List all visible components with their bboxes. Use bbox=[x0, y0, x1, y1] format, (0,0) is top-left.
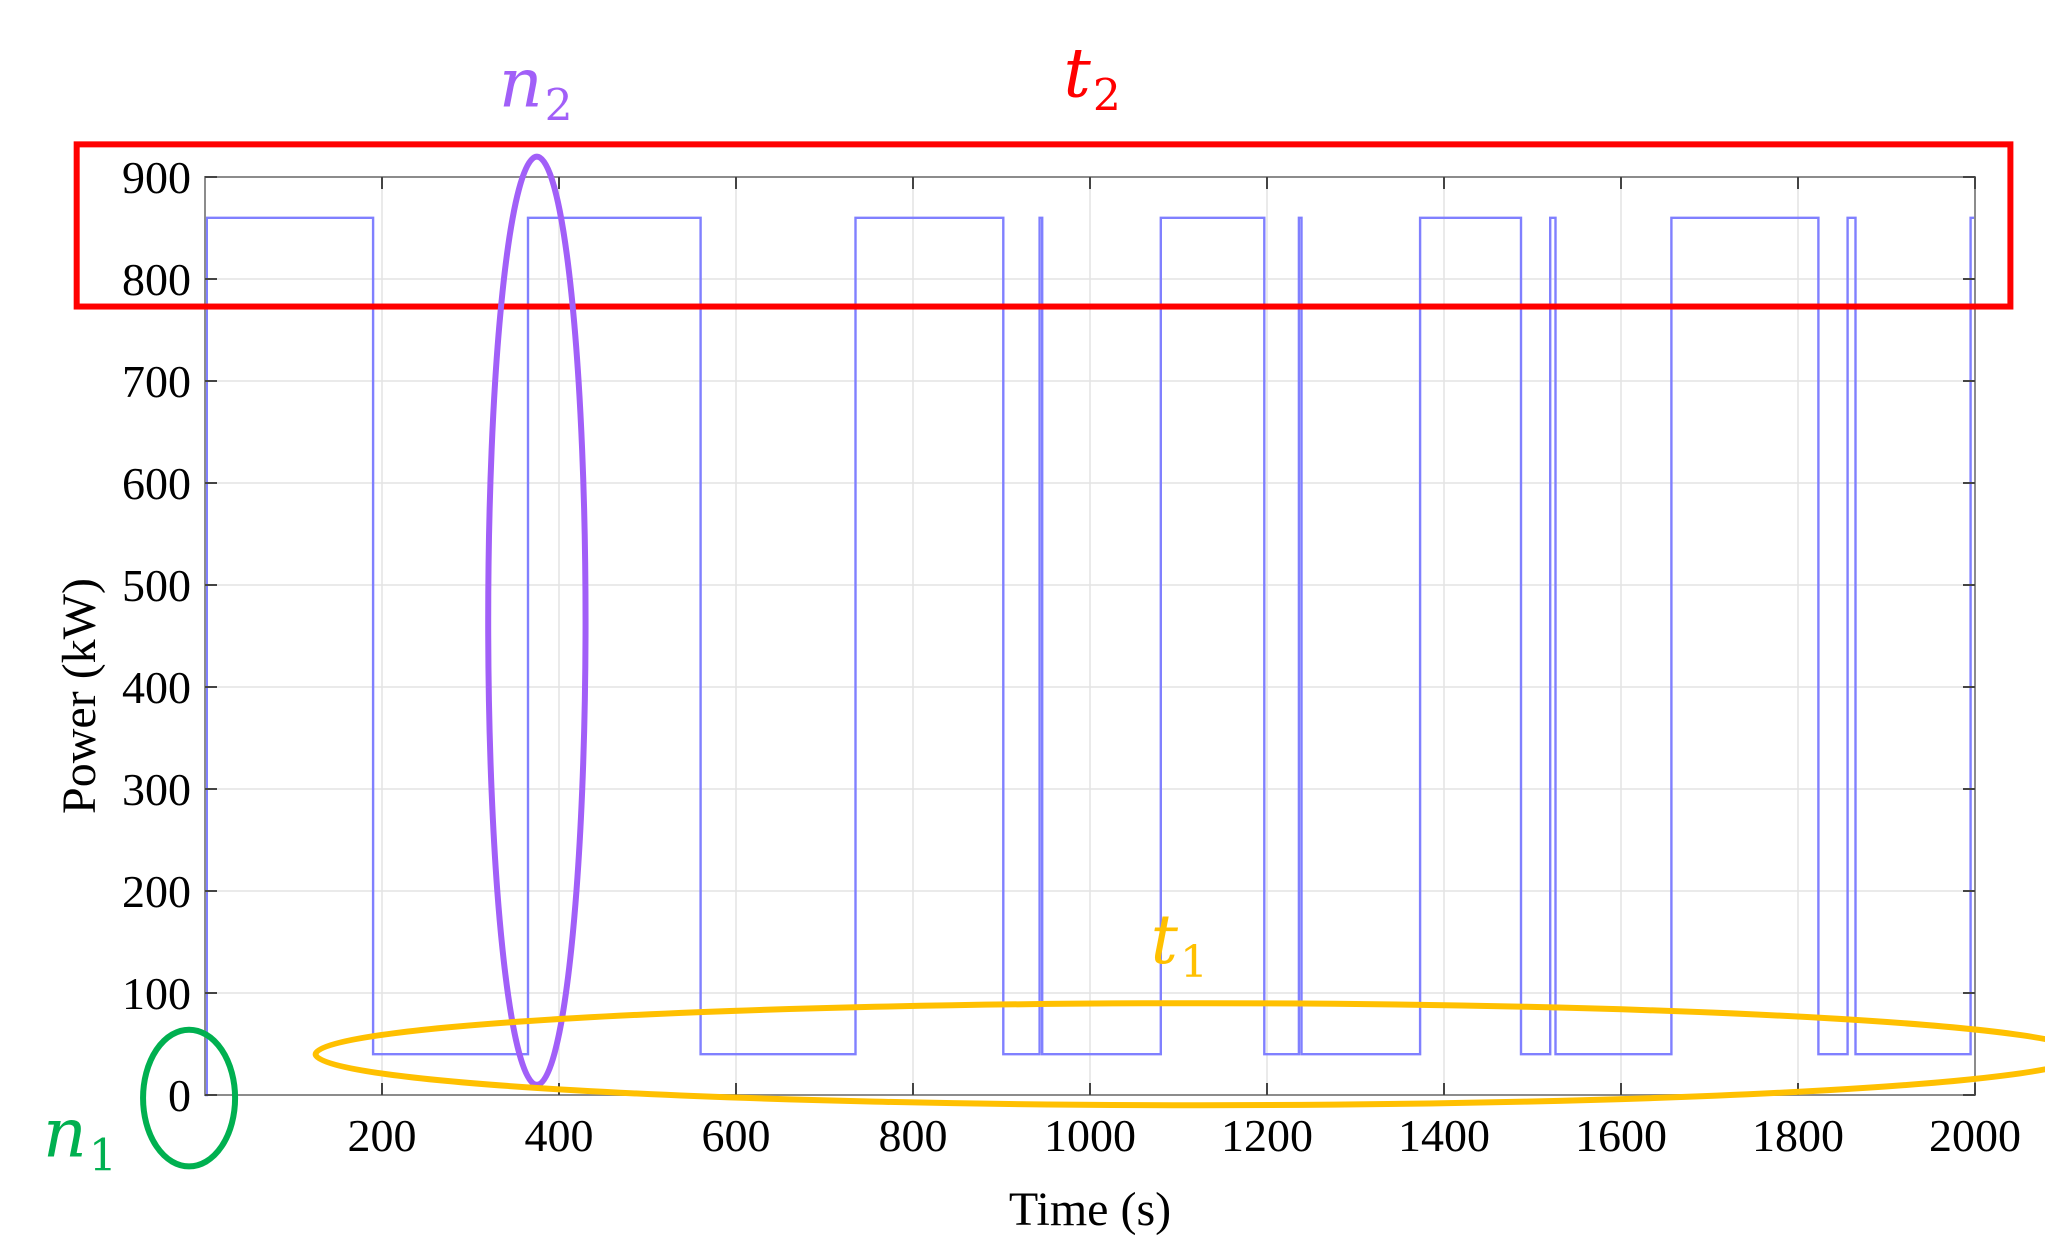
tick-labels: 200 400 600 800 1000 1200 1400 1600 1800 2000 0 100… bbox=[122, 152, 2021, 1161]
x-tick-label: 1000 bbox=[1044, 1110, 1136, 1161]
annotation-t2-label: t2 bbox=[1064, 34, 1121, 121]
x-tick-label: 200 bbox=[348, 1110, 417, 1161]
series-layer bbox=[205, 216, 1975, 1097]
y-tick-label: 800 bbox=[122, 254, 191, 305]
y-tick-label: 500 bbox=[122, 560, 191, 611]
x-tick-label: 1400 bbox=[1398, 1110, 1490, 1161]
y-axis-label: Power (kW) bbox=[53, 578, 106, 814]
x-tick-label: 1600 bbox=[1575, 1110, 1667, 1161]
y-tick-label: 700 bbox=[122, 356, 191, 407]
y-tick-label: 400 bbox=[122, 662, 191, 713]
y-tick-label: 600 bbox=[122, 458, 191, 509]
y-tick-label: 200 bbox=[122, 866, 191, 917]
annotation-t2-rectangle bbox=[73, 141, 2014, 310]
x-axis-label: Time (s) bbox=[1009, 1183, 1171, 1236]
x-tick-label: 800 bbox=[879, 1110, 948, 1161]
y-tick-label: 900 bbox=[122, 152, 191, 203]
annotation-n2-ellipse bbox=[485, 153, 589, 1088]
x-tick-label: 1200 bbox=[1221, 1110, 1313, 1161]
annotation-n1-label: n1 bbox=[43, 1094, 117, 1181]
annotation-n2-label: n2 bbox=[499, 45, 573, 132]
annotation-t1-ellipse bbox=[312, 1000, 2045, 1109]
x-tick-label: 400 bbox=[525, 1110, 594, 1161]
x-tick-label: 600 bbox=[702, 1110, 771, 1161]
y-tick-label: 0 bbox=[168, 1070, 191, 1121]
grid-lines bbox=[205, 176, 1976, 1096]
annotation-t1-label: t1 bbox=[1151, 901, 1208, 988]
series-line-0 bbox=[205, 216, 1975, 1097]
x-tick-label: 1800 bbox=[1752, 1110, 1844, 1161]
annotation-n1-circle bbox=[140, 1026, 239, 1170]
y-tick-label: 300 bbox=[122, 764, 191, 815]
annotations: t2 n2 t1 n1 bbox=[43, 34, 2045, 1181]
y-tick-label: 100 bbox=[122, 968, 191, 1019]
x-tick-label: 2000 bbox=[1929, 1110, 2021, 1161]
